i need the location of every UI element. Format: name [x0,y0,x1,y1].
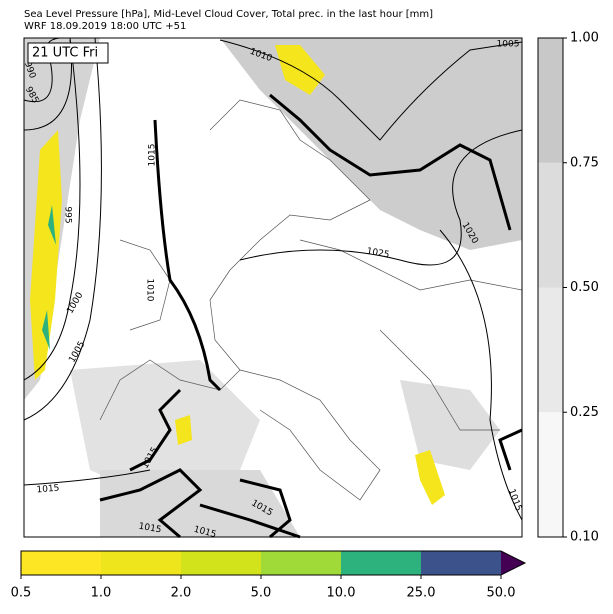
colorbar-segment [421,551,501,575]
contour-label: 1010 [145,279,155,302]
colorbar-tick-label: 0.50 [570,280,599,295]
isobars [23,37,523,521]
colorbar-tick-label: 1.0 [91,586,112,601]
cloud-cover [24,38,522,537]
colorbar-tick-label: 25.0 [407,586,436,601]
colorbar-tick-label: 50.0 [487,586,516,601]
cloud-colorbar: 0.10 0.25 0.50 0.75 1.00 [537,31,599,545]
isobar-1015 [99,93,523,539]
colorbar-segment [21,551,101,575]
colorbar-segment [181,551,261,575]
colorbar-segment [341,551,421,575]
contour-label: 1025 [366,247,390,261]
contour-label: 995 [63,206,73,223]
colorbar-segment [538,412,563,537]
contour-label: 1015 [138,522,162,536]
coastlines [99,99,523,501]
colorbar-tick-label: 0.5 [11,586,32,601]
colorbar-tick-label: 0.10 [570,530,599,545]
colorbar-tick-label: 2.0 [171,586,192,601]
colorbar-extend [501,551,525,575]
colorbar-tick-label: 0.25 [570,405,599,420]
contour-label: 1005 [497,40,520,50]
colorbar-tick-label: 5.0 [251,586,272,601]
colorbar-tick-label: 10.0 [327,586,356,601]
colorbar-segment [538,162,563,288]
colorbar-segment [261,551,341,575]
colorbar-frame [20,550,527,576]
precip-colorbar: 0.5 1.0 2.0 5.0 10.0 25.0 50.0 [11,550,527,601]
map-frame [23,37,523,538]
contour-label: 1015 [148,144,158,167]
contour-label: 1015 [36,484,60,496]
time-label: 21 UTC Fri [32,46,98,61]
title-line: WRF 18.09.2019 18:00 UTC +51 [24,21,186,32]
time-label-box [27,42,109,64]
colorbar-segment [538,287,563,413]
colorbar-tick-label: 0.75 [570,155,599,170]
colorbar-segment [538,38,563,163]
map: 1010100599098510159951000100510101025102… [22,37,523,540]
colorbar-tick-label: 1.00 [570,31,599,46]
colorbar-segment [101,551,181,575]
title-line: Sea Level Pressure [hPa], Mid-Level Clou… [24,9,433,20]
precipitation [30,45,445,505]
